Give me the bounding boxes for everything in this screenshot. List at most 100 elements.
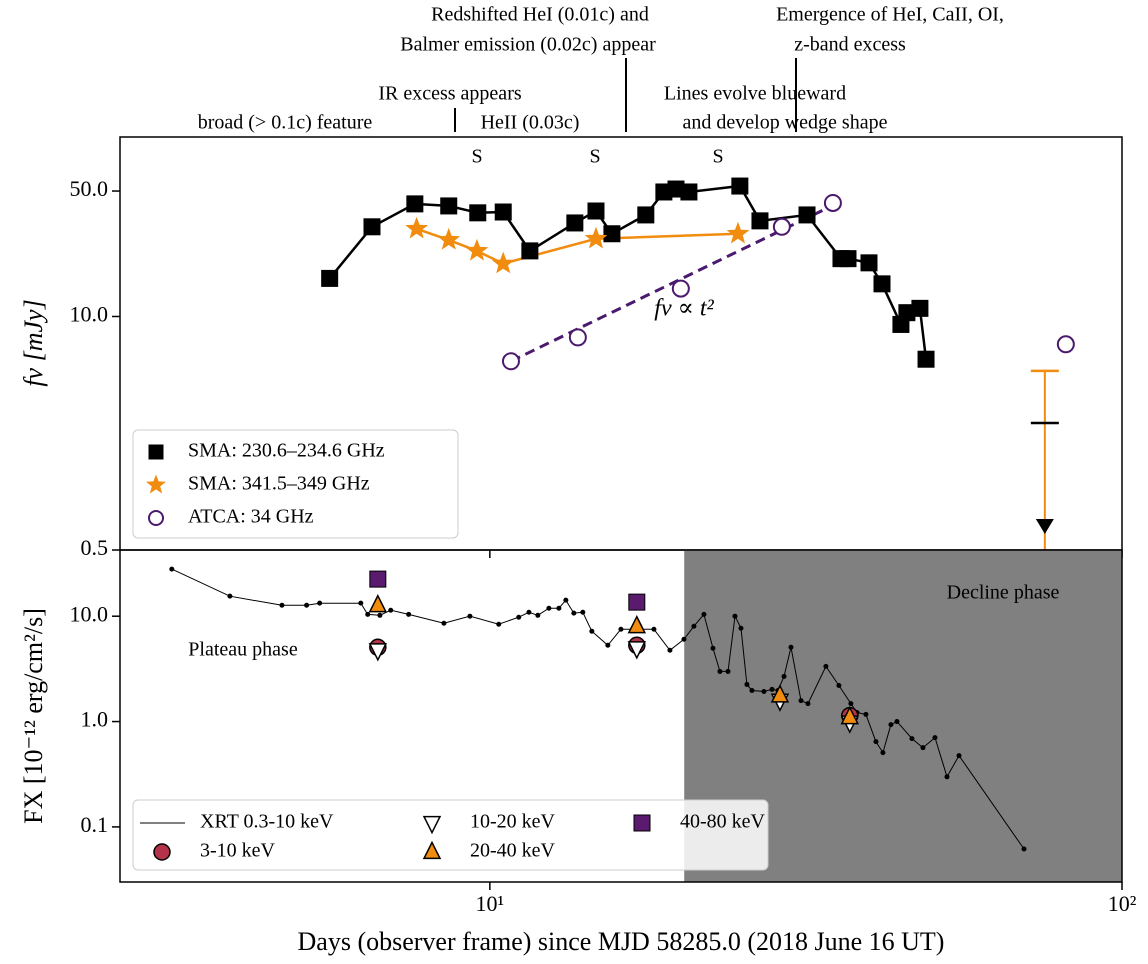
legend-label: SMA: 341.5–349 GHz [188,473,370,495]
marker [441,620,447,626]
marker [304,602,310,608]
marker [667,647,673,653]
marker [148,444,164,460]
marker [406,195,424,213]
marker [467,613,473,619]
x-axis-label: Days (observer frame) since MJD 58285.0 … [298,927,945,956]
marker [437,227,461,250]
y-tick-label: 0.5 [81,535,109,560]
y-tick-label: 50.0 [70,176,109,201]
marker [169,566,175,572]
upper-limit [1035,519,1054,535]
x-tick-label: 10¹ [476,891,505,916]
annotation: Emergence of HeI, CaII, OI, [776,4,1004,26]
marker [769,686,775,692]
marker [546,605,552,611]
marker [1021,846,1027,852]
marker [798,698,804,704]
region-label: Decline phase [947,582,1060,604]
marker [526,609,532,615]
marker [368,643,388,662]
marker [628,593,646,611]
marker [788,644,794,650]
marker [571,610,577,616]
marker [932,735,938,741]
marker [521,242,539,260]
fit-label: fν ∝ t² [654,296,714,322]
marker [873,739,879,745]
marker [377,612,383,618]
marker [516,614,522,620]
marker [848,701,854,707]
marker [761,688,767,694]
marker [909,736,915,742]
marker [494,203,512,221]
marker [618,626,624,632]
axes-frame [119,549,1123,883]
marker [681,636,687,642]
marker [563,597,569,603]
legend-label: ATCA: 34 GHz [188,506,314,528]
annotation: z-band excess [794,34,906,56]
marker [406,611,412,617]
marker [535,612,541,618]
marker [888,722,894,728]
marker [358,600,364,606]
marker [148,510,164,526]
legend-label: 40-80 keV [680,811,766,833]
marker [568,328,587,347]
annotation: Redshifted HeI (0.01c) and [431,4,649,26]
marker [823,663,829,669]
marker [501,352,520,371]
marker [880,750,886,756]
marker [840,705,859,725]
marker [725,668,731,674]
marker [770,684,790,703]
marker [465,238,489,261]
legend-label: 3-10 keV [200,840,276,862]
y-tick-label: 0.1 [81,812,109,837]
annotation: and develop wedge shape [683,112,888,134]
marker [732,613,738,619]
marker [153,843,171,861]
legend-box [132,799,769,871]
marker [680,183,698,201]
marker [956,753,962,759]
marker [772,217,791,236]
marker [388,607,394,613]
marker [369,570,387,588]
marker [584,226,608,249]
marker [836,682,842,688]
marker [671,279,690,298]
marker [491,251,515,274]
marker [798,206,816,224]
marker [317,600,323,606]
marker [146,474,166,494]
marker [710,645,716,651]
marker [440,197,458,215]
annotation: broad (> 0.1c) feature [198,112,373,134]
marker [751,212,769,230]
marker [823,193,842,212]
marker [589,628,595,634]
marker [405,216,429,239]
region-label: Plateau phase [188,639,298,661]
marker [738,625,744,631]
y-axis-label: fν [mJy] [19,299,48,386]
spectrum-label: S [589,146,600,168]
marker [580,609,586,615]
legend-label: 10-20 keV [470,811,556,833]
marker [637,206,655,224]
series-line [416,227,739,265]
marker [605,642,611,648]
annotation: Lines evolve blueward [664,83,846,105]
y-axis-label: FX [10⁻¹² erg/cm²/s] [19,608,48,824]
spectrum-label: S [712,146,723,168]
legend-label: 20-40 keV [470,840,556,862]
marker [781,673,787,679]
spectrum-label: S [471,146,482,168]
marker [227,593,233,599]
legend-box [132,429,459,539]
marker [863,711,869,717]
